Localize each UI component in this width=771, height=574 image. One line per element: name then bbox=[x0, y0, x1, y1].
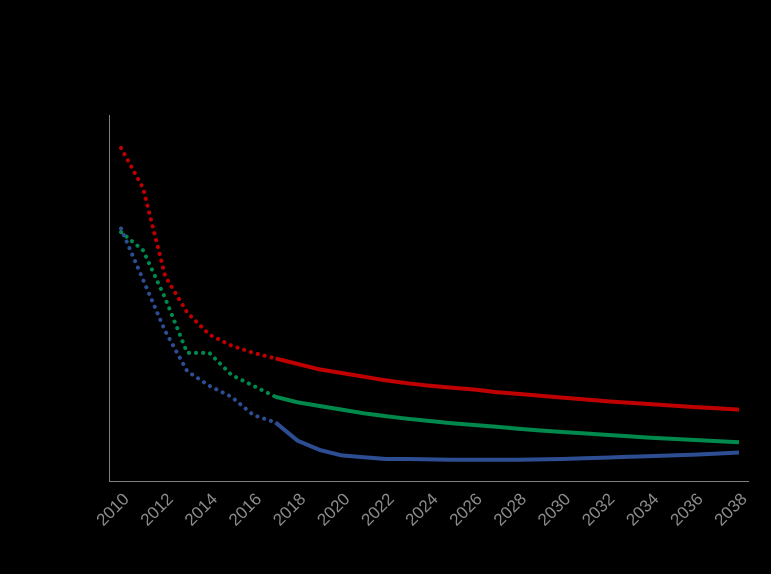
x-tick-label-2012: 2012 bbox=[137, 489, 177, 529]
x-tick-label-2022: 2022 bbox=[358, 489, 398, 529]
series-2-projection-line bbox=[274, 420, 740, 462]
x-tick-label-2018: 2018 bbox=[269, 489, 309, 529]
x-tick-label-2034: 2034 bbox=[622, 489, 662, 529]
x-tick-label-2016: 2016 bbox=[225, 489, 265, 529]
series-0-projection-line bbox=[275, 356, 740, 412]
x-tick-label-2036: 2036 bbox=[667, 489, 707, 529]
x-tick-label-2032: 2032 bbox=[578, 489, 618, 529]
x-tick-label-2038: 2038 bbox=[711, 489, 751, 529]
series-0-historical-line bbox=[119, 145, 278, 361]
x-tick-labels: 2010 2012 2014 2016 2018 2020 2022 2024 2026 2028… bbox=[93, 489, 751, 529]
series-0 bbox=[119, 145, 740, 412]
x-tick-label-2026: 2026 bbox=[446, 489, 486, 529]
x-tick-label-2030: 2030 bbox=[534, 489, 574, 529]
x-tick-label-2014: 2014 bbox=[181, 489, 221, 529]
series-2 bbox=[119, 226, 740, 462]
series-1-projection-line bbox=[275, 394, 740, 445]
x-tick-label-2028: 2028 bbox=[490, 489, 530, 529]
x-tick-label-2024: 2024 bbox=[402, 489, 442, 529]
series-layer bbox=[119, 145, 740, 462]
series-1-historical-line bbox=[119, 230, 278, 399]
x-tick-label-2010: 2010 bbox=[93, 489, 133, 529]
series-1 bbox=[119, 230, 740, 445]
x-tick-label-2020: 2020 bbox=[313, 489, 353, 529]
series-2-historical-line bbox=[119, 226, 278, 425]
